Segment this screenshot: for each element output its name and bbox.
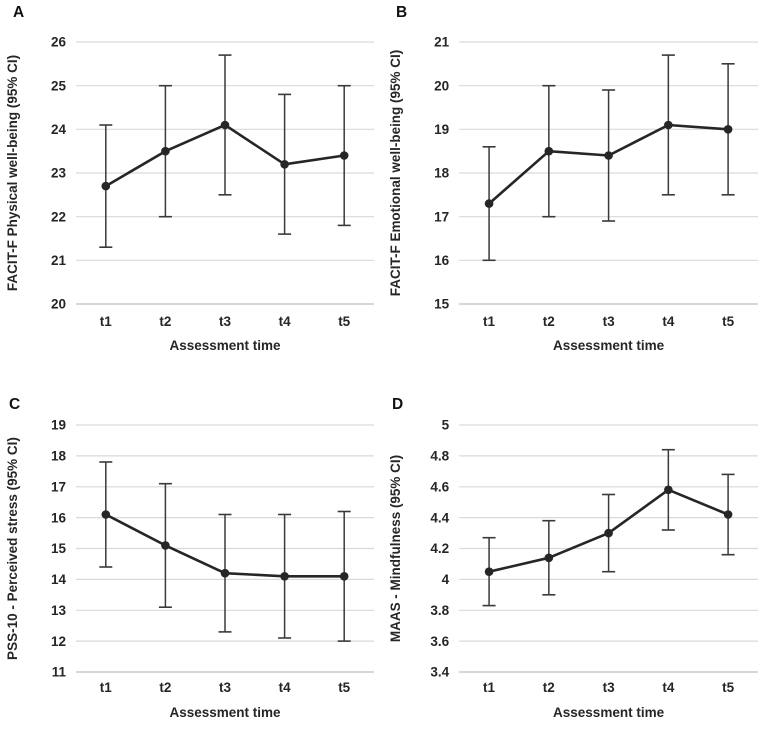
y-tick-label: 13 (51, 603, 67, 618)
x-tick-label: t5 (338, 314, 350, 329)
y-tick-label: 4.2 (430, 541, 449, 556)
x-tick-label: t2 (159, 314, 171, 329)
x-tick-label: t1 (100, 680, 112, 695)
data-point-marker (339, 572, 349, 581)
y-tick-label: 20 (434, 78, 449, 93)
y-tick-label: 3.4 (430, 665, 449, 680)
data-point-marker (220, 120, 230, 130)
x-tick-label: t2 (159, 680, 171, 695)
y-tick-label: 17 (434, 209, 449, 224)
panel-d-chart: 3.4 3.6 3.8 4 4.2 4.4 4.6 4.8 5 MAAS - Mindfulnes… (388, 418, 758, 720)
x-axis-label: Assessment time (553, 705, 665, 720)
x-tick-label: t4 (279, 680, 291, 695)
panel-c: C 11 12 13 14 15 16 17 18 19 PSS-10 - Perceived s… (0, 370, 383, 739)
y-tick-label: 19 (51, 418, 66, 433)
y-tick-label: 25 (51, 78, 67, 93)
x-tick-label: t3 (603, 314, 616, 329)
data-point-marker (339, 151, 349, 160)
y-tick-label: 4.8 (430, 449, 449, 464)
x-tick-label: t5 (722, 680, 735, 695)
data-point-marker (280, 572, 289, 581)
x-tick-label: t5 (722, 314, 735, 329)
x-tick-label: t2 (543, 314, 555, 329)
data-point-marker (280, 160, 289, 169)
y-axis-label: FACIT-F Emotional well-being (95% CI) (388, 50, 403, 296)
data-point-marker (723, 125, 733, 134)
y-tick-label: 18 (434, 166, 450, 181)
x-tick-label: t3 (603, 680, 616, 695)
panel-b: B 15 16 17 18 19 20 21 FACIT-F Emotional well-b… (383, 0, 767, 370)
y-tick-label: 23 (51, 166, 67, 181)
y-tick-label: 3.6 (430, 634, 449, 649)
y-tick-label: 4 (442, 572, 450, 587)
y-tick-label: 19 (434, 122, 449, 137)
y-axis-label: PSS-10 - Perceived stress (95% CI) (5, 437, 20, 660)
x-tick-label: t4 (662, 680, 675, 695)
x-tick-label: t3 (219, 680, 231, 695)
data-point-marker (161, 146, 170, 156)
y-tick-label: 22 (51, 209, 66, 224)
data-point-marker (101, 181, 111, 191)
data-point-marker (101, 510, 111, 519)
data-point-marker (723, 510, 733, 519)
y-tick-label: 20 (51, 297, 66, 312)
data-point-marker (664, 485, 673, 495)
x-tick-label: t4 (279, 314, 291, 329)
x-tick-label: t2 (543, 680, 555, 695)
y-tick-label: 17 (51, 480, 66, 495)
x-tick-label: t3 (219, 314, 231, 329)
data-point-marker (161, 541, 170, 550)
panel-a-chart: 20 21 22 23 24 25 26 FACIT-F Physical well-bein… (5, 35, 374, 353)
data-point-marker (220, 568, 230, 578)
panel-b-letter: B (396, 4, 408, 21)
panel-d: D 3.4 3.6 3.8 4 4.2 4.4 4.6 4.8 5 MAAS - Mindfuln… (383, 370, 767, 739)
panel-a: A 20 21 22 23 24 25 26 FACIT-F Physical well-be… (0, 0, 383, 370)
y-tick-label: 16 (51, 510, 67, 525)
x-axis-label: Assessment time (169, 705, 281, 720)
x-tick-label: t4 (662, 314, 675, 329)
y-tick-label: 24 (51, 122, 67, 137)
y-tick-label: 15 (51, 541, 67, 556)
x-axis-label: Assessment time (169, 338, 281, 353)
y-axis-label: MAAS - Mindfulness (95% CI) (388, 455, 403, 642)
y-tick-label: 18 (51, 449, 67, 464)
y-tick-label: 15 (434, 297, 450, 312)
y-tick-label: 5 (442, 418, 450, 433)
x-tick-label: t1 (483, 314, 496, 329)
y-axis-label: FACIT-F Physical well-being (95% CI) (5, 55, 20, 291)
y-tick-label: 14 (51, 572, 67, 587)
y-tick-label: 21 (51, 253, 67, 268)
y-tick-label: 4.4 (430, 510, 449, 525)
y-tick-label: 26 (51, 35, 67, 50)
data-point-marker (664, 120, 673, 130)
panel-c-chart: 11 12 13 14 15 16 17 18 19 PSS-10 - Perceived str… (5, 418, 374, 720)
y-tick-label: 21 (434, 35, 450, 50)
y-tick-label: 3.8 (430, 603, 449, 618)
panel-b-chart: 15 16 17 18 19 20 21 FACIT-F Emotional well-bei… (388, 35, 758, 353)
data-point-marker (484, 199, 494, 208)
panel-c-letter: C (9, 396, 21, 413)
y-tick-label: 16 (434, 253, 450, 268)
y-tick-label: 11 (52, 665, 67, 680)
data-point-marker (544, 146, 554, 156)
panel-d-letter: D (392, 396, 404, 413)
x-tick-label: t5 (338, 680, 350, 695)
data-point-marker (544, 553, 554, 563)
y-tick-label: 4.6 (430, 480, 449, 495)
x-tick-label: t1 (483, 680, 496, 695)
x-tick-label: t1 (100, 314, 112, 329)
data-point-marker (484, 567, 494, 576)
y-tick-label: 12 (51, 634, 66, 649)
panel-a-letter: A (13, 4, 25, 21)
data-point-marker (604, 528, 613, 538)
data-point-marker (604, 151, 613, 160)
x-axis-label: Assessment time (553, 338, 665, 353)
